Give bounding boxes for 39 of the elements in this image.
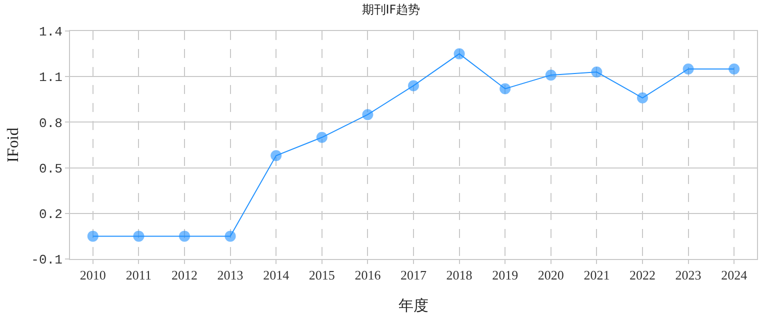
point xyxy=(316,132,328,143)
x-tick-label: 2019 xyxy=(492,268,518,283)
point xyxy=(545,70,556,81)
y-tick-label: 0.8 xyxy=(38,116,62,131)
y-tick-label: 0.5 xyxy=(38,161,62,176)
point xyxy=(408,80,419,92)
y-tick-label: -0.1 xyxy=(31,252,63,268)
y-axis-title: IFoid xyxy=(5,128,22,162)
x-tick-label: 2023 xyxy=(675,268,702,283)
point xyxy=(682,64,694,74)
point xyxy=(500,83,511,94)
point xyxy=(224,230,236,242)
point xyxy=(637,92,648,104)
y-tick-label: 1.1 xyxy=(38,70,63,86)
x-tick-label: 2020 xyxy=(538,268,564,283)
x-tick-label: 2013 xyxy=(217,268,244,283)
x-tick-label: 2024 xyxy=(721,268,748,283)
point xyxy=(87,230,98,242)
x-tick-label: 2018 xyxy=(446,268,472,283)
point xyxy=(362,109,374,120)
x-axis-title: 年度 xyxy=(398,296,428,315)
x-tick-label: 2022 xyxy=(630,268,656,283)
y-tick-label: 0.2 xyxy=(38,206,62,222)
x-tick-label: 2015 xyxy=(308,268,335,283)
x-tick-label: 2021 xyxy=(584,268,610,283)
x-tick-label: 2012 xyxy=(172,268,198,283)
x-tick-label: 2017 xyxy=(400,268,427,283)
point xyxy=(133,230,144,242)
point xyxy=(728,64,740,74)
x-tick-label: 2014 xyxy=(263,268,290,283)
chart-title: 期刊IF趋势 xyxy=(362,2,420,16)
point xyxy=(454,48,465,60)
point xyxy=(270,150,282,162)
x-tick-label: 2016 xyxy=(354,268,382,283)
y-tick-label: 1.4 xyxy=(38,24,63,40)
point xyxy=(179,230,190,242)
x-tick-label: 2010 xyxy=(80,268,106,283)
x-tick-label: 2011 xyxy=(126,268,152,283)
point xyxy=(591,66,602,78)
